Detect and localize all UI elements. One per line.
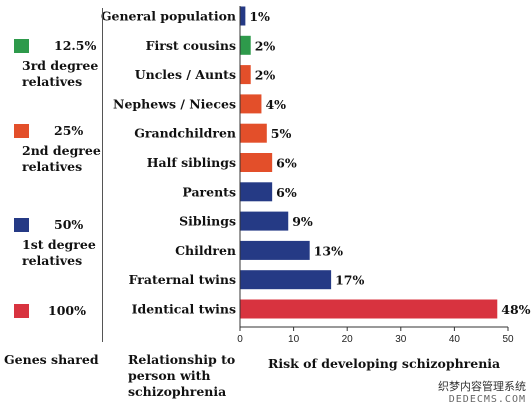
value-label: 4% — [265, 97, 286, 112]
legend-swatch-2nd-degree — [14, 124, 29, 138]
value-label: 5% — [271, 126, 292, 141]
bar — [240, 211, 289, 231]
legend-desc-3rd-degree: 3rd degree relatives — [22, 58, 99, 89]
legend-pct-2nd-degree: 25% — [54, 123, 84, 138]
x-tick-label: 10 — [288, 334, 300, 345]
value-label: 48% — [501, 302, 530, 317]
bar — [240, 65, 251, 85]
genes-shared-label: Genes shared — [4, 352, 99, 367]
bar — [240, 123, 267, 143]
legend-desc-1st-degree: 1st degree relatives — [22, 237, 96, 268]
value-label: 2% — [255, 68, 276, 83]
legend-swatch-identical — [14, 304, 29, 318]
category-label: Parents — [182, 184, 236, 199]
x-tick-label: 40 — [449, 334, 461, 345]
value-label: 6% — [276, 185, 297, 200]
watermark: 织梦内容管理系统 DEDECMS.COM — [438, 380, 526, 406]
legend-swatch-3rd-degree — [14, 39, 29, 53]
value-label: 1% — [249, 9, 270, 24]
legend-divider — [102, 8, 103, 342]
bar — [240, 240, 310, 260]
bar — [240, 153, 273, 172]
value-label: 2% — [255, 38, 276, 53]
bar — [240, 6, 246, 26]
x-tick-label: 30 — [395, 334, 407, 345]
category-label: Identical twins — [132, 302, 236, 317]
value-label: 13% — [314, 243, 343, 258]
x-tick-label: 0 — [237, 334, 243, 345]
category-label: Nephews / Nieces — [113, 96, 236, 111]
x-tick-label: 50 — [502, 334, 514, 345]
legend-pct-1st-degree: 50% — [54, 217, 84, 232]
legend-pct-3rd-degree: 12.5% — [54, 38, 97, 53]
category-label: Half siblings — [147, 155, 236, 170]
x-axis-label: Risk of developing schizophrenia — [268, 356, 500, 371]
watermark-line2: DEDECMS.COM — [448, 394, 526, 405]
bar — [240, 182, 273, 202]
category-label: Siblings — [179, 214, 236, 229]
legend-desc-2nd-degree: 2nd degree relatives — [22, 143, 101, 174]
watermark-line1: 织梦内容管理系统 — [438, 380, 526, 393]
category-label: Uncles / Aunts — [135, 67, 236, 82]
category-label: Grandchildren — [134, 126, 236, 141]
category-label: Fraternal twins — [129, 272, 236, 287]
category-label: Children — [175, 243, 236, 258]
value-label: 17% — [335, 273, 364, 288]
legend-pct-identical: 100% — [48, 303, 86, 318]
value-label: 6% — [276, 156, 297, 171]
category-label: First cousins — [146, 38, 236, 53]
bar — [240, 94, 262, 114]
bar — [240, 35, 251, 55]
bar — [240, 270, 332, 290]
bar — [240, 299, 498, 319]
legend-swatch-1st-degree — [14, 218, 29, 232]
value-label: 9% — [292, 214, 313, 229]
relationship-label: Relationship to person with schizophreni… — [128, 352, 236, 399]
category-label: General population — [101, 9, 236, 24]
x-tick-label: 20 — [342, 334, 354, 345]
